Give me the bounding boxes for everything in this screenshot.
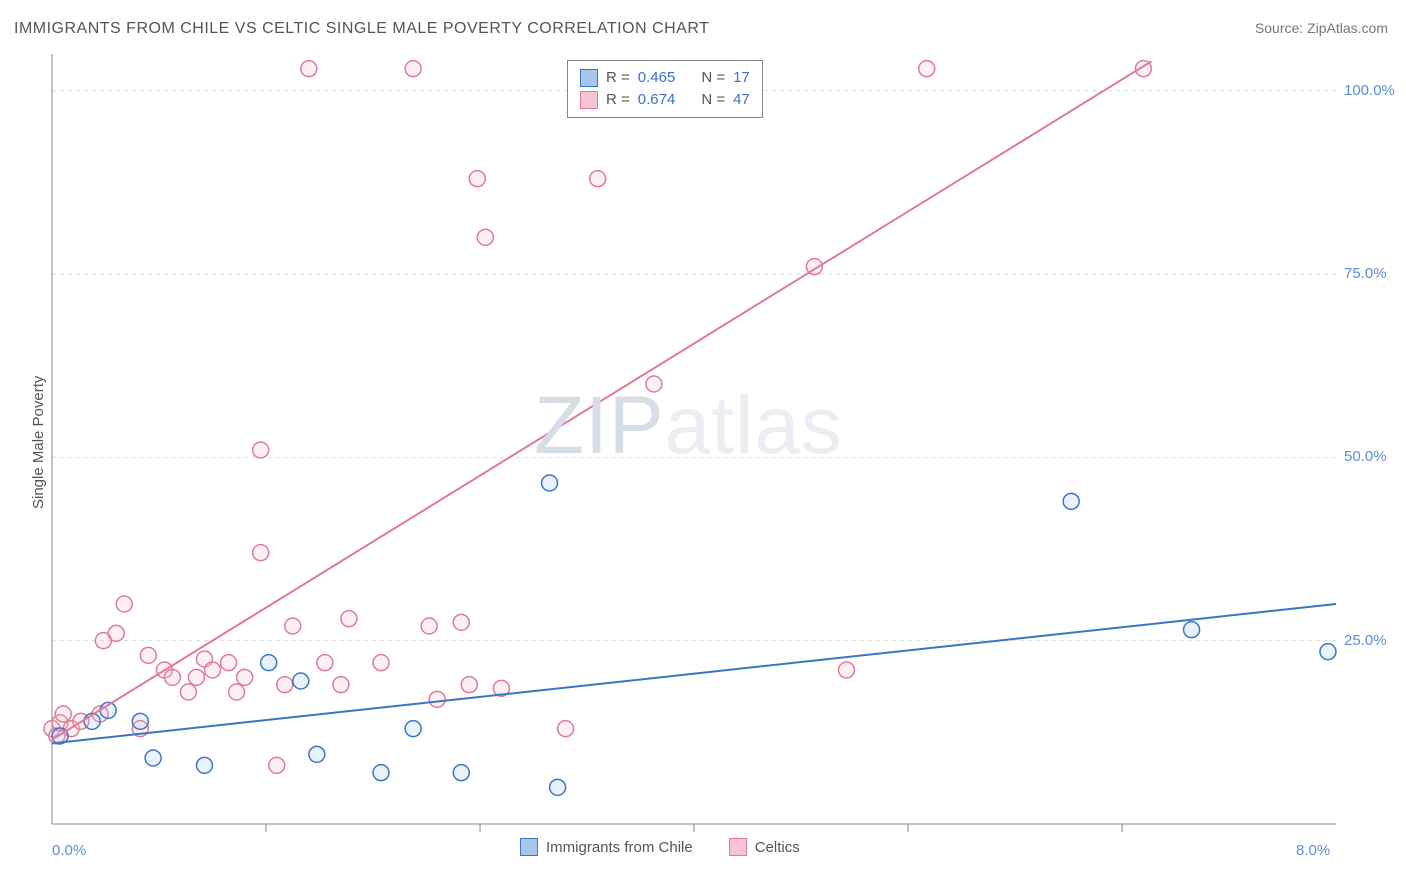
r-value: 0.674 — [638, 89, 676, 111]
legend-row: R = 0.674 N = 47 — [580, 89, 750, 111]
legend-swatch — [729, 838, 747, 856]
y-tick-label: 75.0% — [1344, 265, 1387, 282]
legend-swatch — [520, 838, 538, 856]
r-value: 0.465 — [638, 67, 676, 89]
legend-swatch — [580, 69, 598, 87]
x-tick-label: 0.0% — [52, 842, 86, 859]
legend-row: R = 0.465 N = 17 — [580, 67, 750, 89]
r-label: R = — [606, 67, 630, 89]
y-tick-label: 50.0% — [1344, 448, 1387, 465]
n-value: 47 — [733, 89, 750, 111]
x-tick-label: 8.0% — [1296, 842, 1330, 859]
n-label: N = — [701, 89, 725, 111]
r-label: R = — [606, 89, 630, 111]
series-legend: Immigrants from Chile Celtics — [520, 838, 800, 856]
n-label: N = — [701, 67, 725, 89]
legend-swatch — [580, 91, 598, 109]
y-tick-label: 25.0% — [1344, 632, 1387, 649]
legend-series-label: Immigrants from Chile — [546, 839, 693, 856]
correlation-legend: R = 0.465 N = 17 R = 0.674 N = 47 — [567, 60, 763, 118]
n-value: 17 — [733, 67, 750, 89]
y-tick-label: 100.0% — [1344, 82, 1395, 99]
scatter-plot — [0, 0, 1406, 892]
legend-series-label: Celtics — [755, 839, 800, 856]
